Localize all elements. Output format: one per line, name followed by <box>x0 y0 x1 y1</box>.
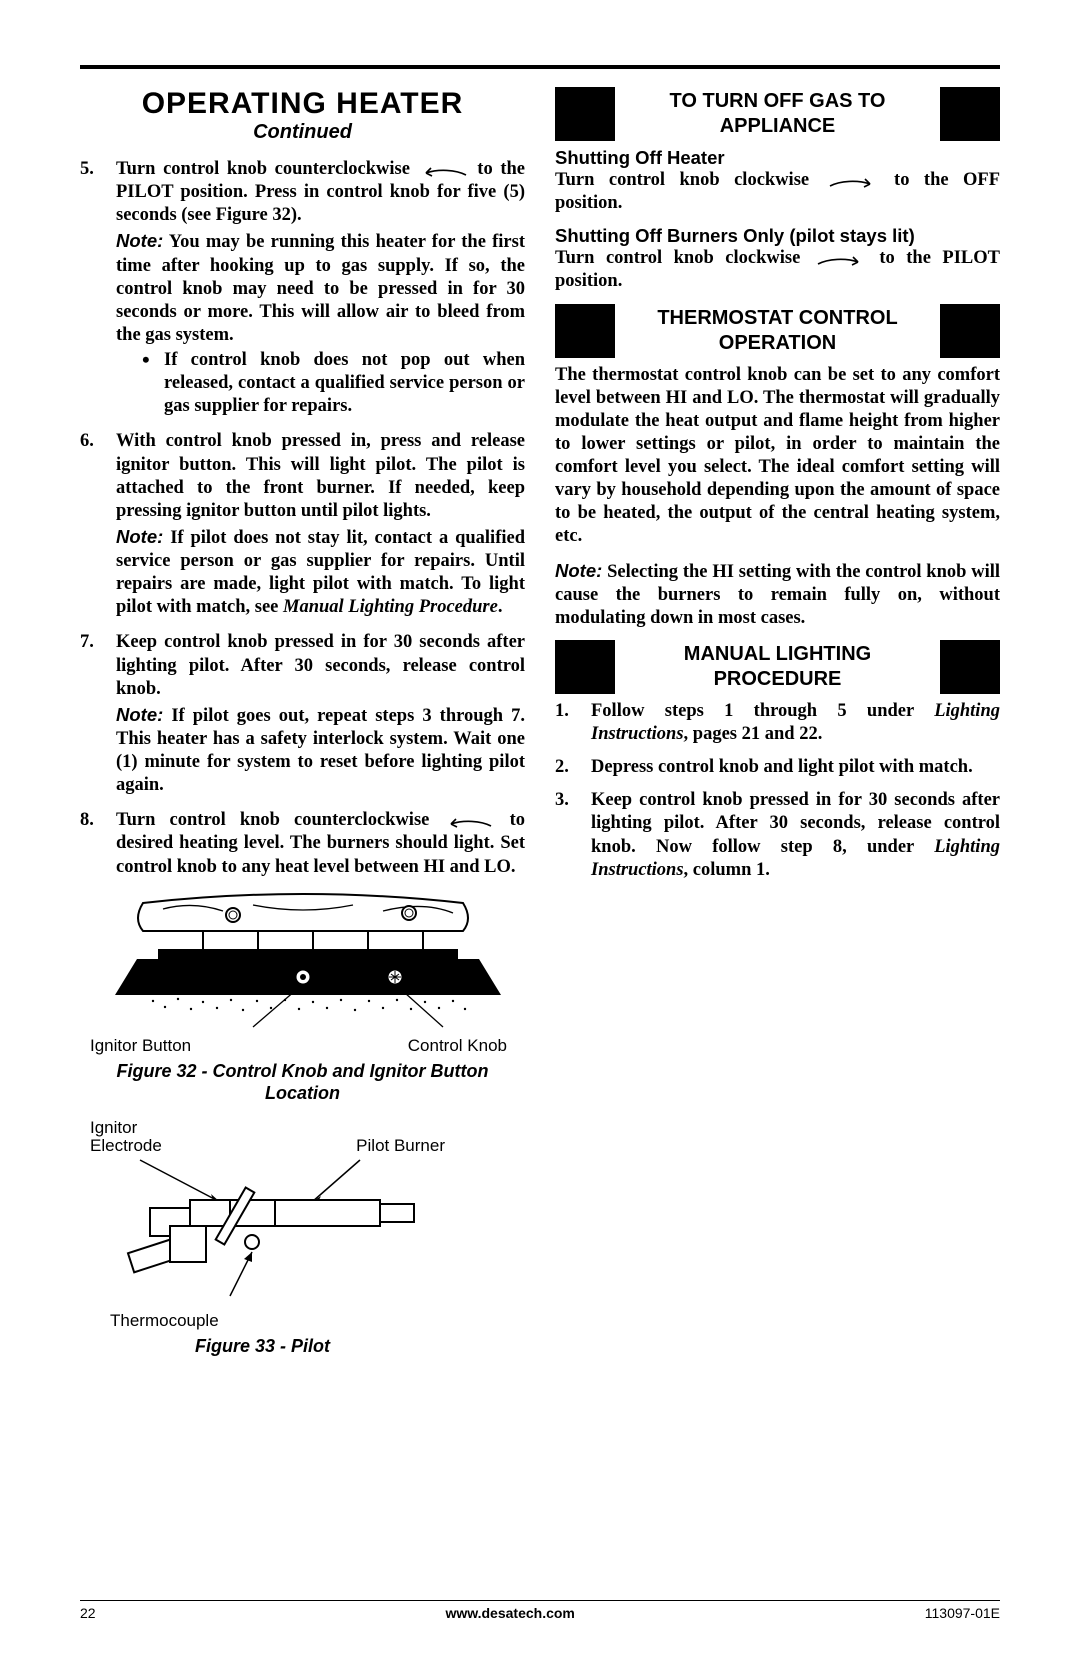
step7-text: Keep control knob pressed in for 30 seco… <box>116 632 525 698</box>
main-title: OPERATING HEATER <box>80 87 525 121</box>
figure-32: Ignitor Button Control Knob Figure 32 - … <box>80 891 525 1105</box>
fig33-label-tl: IgnitorElectrode <box>90 1118 162 1156</box>
cw-arrow-icon <box>812 250 868 268</box>
continued-label: Continued <box>80 121 525 144</box>
figure-33-svg <box>80 1156 450 1306</box>
note-label: Note: <box>555 560 602 581</box>
right-column: TO TURN OFF GAS TO APPLIANCE Shutting Of… <box>555 87 1000 1358</box>
section-title: THERMOSTAT CONTROL OPERATION <box>615 304 940 358</box>
step-6: With control knob pressed in, press and … <box>80 430 525 619</box>
shutoff-text: Turn control knob clockwise to the OFF p… <box>555 169 1000 215</box>
step8-text-a: Turn control knob counterclockwise <box>116 810 429 830</box>
txt1a: Turn control knob clockwise <box>555 170 809 190</box>
fig33-caption: Figure 33 - Pilot <box>80 1335 525 1358</box>
step5-bullet: If control knob does not pop out when re… <box>142 349 525 418</box>
sub-head-burners: Shutting Off Burners Only (pilot stays l… <box>555 225 1000 247</box>
sec2-note: Selecting the HI setting with the contro… <box>555 562 1000 628</box>
ccw-arrow-icon <box>443 812 495 830</box>
section-header-turnoff: TO TURN OFF GAS TO APPLIANCE <box>555 87 1000 141</box>
thermostat-note: Note: Selecting the HI setting with the … <box>555 559 1000 630</box>
figure-32-svg <box>103 891 503 1031</box>
section-title: TO TURN OFF GAS TO APPLIANCE <box>615 87 940 141</box>
period: . <box>498 597 503 617</box>
burners-text: Turn control knob clockwise to the PILOT… <box>555 247 1000 293</box>
step-8: Turn control knob counterclockwise to de… <box>80 809 525 878</box>
fig32-label-right: Control Knob <box>408 1036 507 1056</box>
page-footer: 22 www.desatech.com 113097-01E <box>80 1600 1000 1621</box>
fig32-label-left: Ignitor Button <box>90 1036 191 1056</box>
figure-33: IgnitorElectrode Pilot Burner <box>80 1119 525 1358</box>
manual-step-2: Depress control knob and light pilot wit… <box>555 756 1000 779</box>
sub-head-shutoff: Shutting Off Heater <box>555 147 1000 169</box>
fig33-label-b: Thermocouple <box>80 1311 525 1331</box>
li1a: Follow steps 1 through 5 under <box>591 701 934 721</box>
manual-step-3: Keep control knob pressed in for 30 seco… <box>555 789 1000 882</box>
step-7: Keep control knob pressed in for 30 seco… <box>80 631 525 797</box>
step7-note: If pilot goes out, repeat steps 3 throug… <box>116 706 525 795</box>
step5-note: You may be running this heater for the f… <box>116 232 525 345</box>
header-bar <box>940 304 1000 358</box>
step6-text: With control knob pressed in, press and … <box>116 431 525 520</box>
ccw-arrow-icon <box>418 161 470 179</box>
note-label: Note: <box>116 230 163 251</box>
left-column: OPERATING HEATER Continued Turn control … <box>80 87 525 1358</box>
section-title: MANUAL LIGHTING PROCEDURE <box>615 640 940 694</box>
note-label: Note: <box>116 526 163 547</box>
header-bar <box>940 87 1000 141</box>
txt2a: Turn control knob clockwise <box>555 248 800 268</box>
footer-url: www.desatech.com <box>445 1605 574 1621</box>
cw-arrow-icon <box>824 172 880 190</box>
manual-step-1: Follow steps 1 through 5 under Lighting … <box>555 700 1000 746</box>
section-header-thermostat: THERMOSTAT CONTROL OPERATION <box>555 304 1000 358</box>
top-rule <box>80 65 1000 69</box>
step5-bullet-list: If control knob does not pop out when re… <box>116 349 525 418</box>
note-label: Note: <box>116 704 163 725</box>
li1b: , pages 21 and 22. <box>684 724 823 744</box>
fig32-caption: Figure 32 - Control Knob and Ignitor But… <box>80 1060 525 1105</box>
header-bar <box>555 640 615 694</box>
li3b: , column 1. <box>684 860 770 880</box>
header-bar <box>555 304 615 358</box>
footer-code: 113097-01E <box>925 1605 1000 1621</box>
thermostat-text: The thermostat control knob can be set t… <box>555 364 1000 549</box>
header-bar <box>940 640 1000 694</box>
step5-text-a: Turn control knob counterclockwise <box>116 159 410 179</box>
manual-list: Follow steps 1 through 5 under Lighting … <box>555 700 1000 882</box>
fig33-label-tr: Pilot Burner <box>356 1136 445 1156</box>
steps-list: Turn control knob counterclockwise to th… <box>80 158 525 879</box>
section-header-manual: MANUAL LIGHTING PROCEDURE <box>555 640 1000 694</box>
step-5: Turn control knob counterclockwise to th… <box>80 158 525 418</box>
footer-page: 22 <box>80 1605 96 1621</box>
step6-note-ital: Manual Lighting Procedure <box>283 597 498 617</box>
header-bar <box>555 87 615 141</box>
